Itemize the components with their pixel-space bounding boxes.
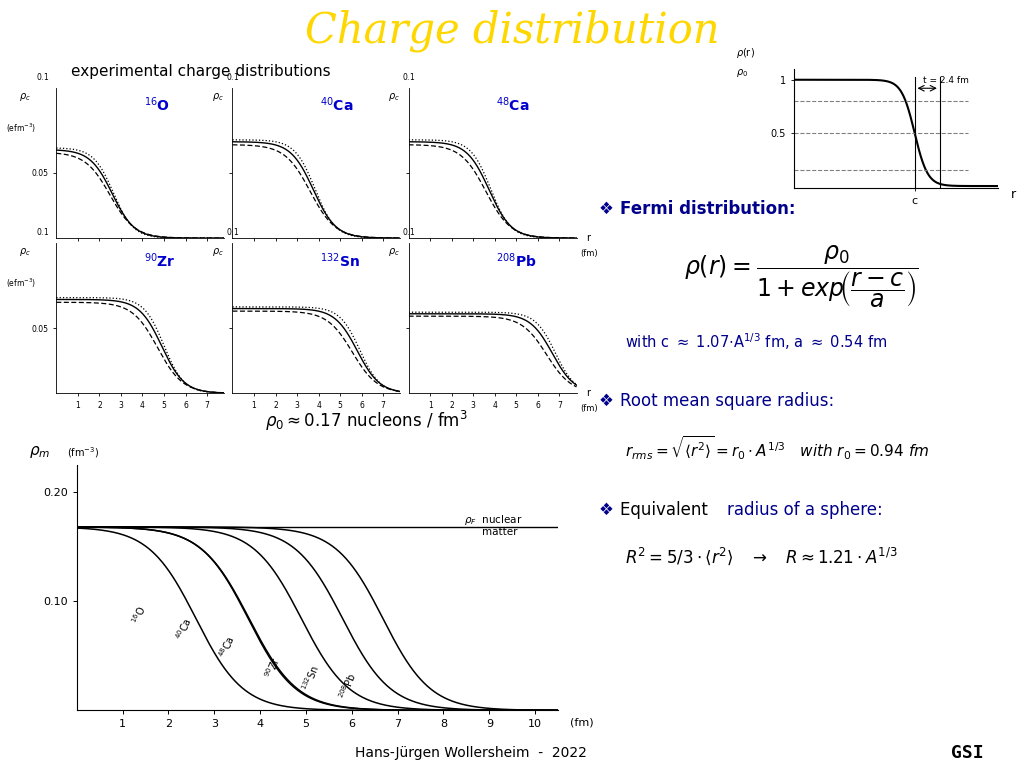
Text: r: r <box>587 233 591 243</box>
Text: $\rho_m$: $\rho_m$ <box>29 444 50 460</box>
Text: $0.1$: $0.1$ <box>401 71 415 82</box>
Text: (fm): (fm) <box>580 249 597 258</box>
Text: (efm$^{-3}$): (efm$^{-3}$) <box>6 121 36 134</box>
Text: $^{16}$O: $^{16}$O <box>129 604 150 626</box>
Text: $\rho_c$: $\rho_c$ <box>212 247 224 259</box>
Text: Root mean square radius:: Root mean square radius: <box>620 392 834 409</box>
Text: Fermi distribution:: Fermi distribution: <box>620 200 795 217</box>
Text: (fm): (fm) <box>570 717 594 727</box>
Text: $0.1$: $0.1$ <box>401 227 415 237</box>
Text: matter: matter <box>482 527 518 537</box>
Text: $\rho_c$: $\rho_c$ <box>388 247 400 259</box>
Text: Hans-Jürgen Wollersheim  -  2022: Hans-Jürgen Wollersheim - 2022 <box>355 746 587 760</box>
Text: $0.1$: $0.1$ <box>36 71 49 82</box>
Text: $^{90}$Zr: $^{90}$Zr <box>262 654 284 680</box>
Text: Equivalent: Equivalent <box>620 501 713 518</box>
Text: $\rho_c$: $\rho_c$ <box>19 247 31 259</box>
Text: Charge distribution: Charge distribution <box>305 9 719 52</box>
Text: $^{40}$Ca: $^{40}$Ca <box>319 96 353 114</box>
Text: $\rho_c$: $\rho_c$ <box>212 91 224 104</box>
Text: $^{132}$Sn: $^{132}$Sn <box>299 663 322 693</box>
Text: ❖: ❖ <box>599 200 614 217</box>
Text: (fm): (fm) <box>580 404 597 413</box>
Text: $^{48}$Ca: $^{48}$Ca <box>217 634 238 660</box>
Text: $\rho_0$: $\rho_0$ <box>736 67 749 78</box>
Text: t = 2.4 fm: t = 2.4 fm <box>923 76 969 85</box>
Text: $^{16}$O: $^{16}$O <box>143 96 170 114</box>
Text: $0.1$: $0.1$ <box>225 227 239 237</box>
Text: $0.1$: $0.1$ <box>225 71 239 82</box>
Text: r: r <box>587 388 591 399</box>
Text: experimental charge distributions: experimental charge distributions <box>71 64 331 79</box>
Text: $^{48}$Ca: $^{48}$Ca <box>496 96 529 114</box>
Text: $^{208}$Pb: $^{208}$Pb <box>336 670 358 700</box>
Text: r: r <box>1011 187 1016 200</box>
Text: $\rho$(r): $\rho$(r) <box>736 45 755 60</box>
Text: $\rho_c$: $\rho_c$ <box>388 91 400 104</box>
Text: $\rho_0 \approx 0.17\ \mathrm{nucleons\ /\ fm^3}$: $\rho_0 \approx 0.17\ \mathrm{nucleons\ … <box>264 409 468 432</box>
Text: $^{40}$Ca: $^{40}$Ca <box>173 615 195 641</box>
Text: $^{90}$Zr: $^{90}$Zr <box>143 251 175 270</box>
Text: $\rho_c$: $\rho_c$ <box>19 91 31 104</box>
Text: (fm$^{-3}$): (fm$^{-3}$) <box>68 445 99 460</box>
Text: (efm$^{-3}$): (efm$^{-3}$) <box>6 276 36 290</box>
Text: GSI: GSI <box>951 744 984 763</box>
Text: radius of a sphere:: radius of a sphere: <box>727 501 883 518</box>
Text: ❖: ❖ <box>599 501 614 518</box>
Text: $^{208}$Pb: $^{208}$Pb <box>496 251 537 270</box>
Text: $0.1$: $0.1$ <box>36 227 49 237</box>
Text: ❖: ❖ <box>599 392 614 409</box>
Text: $\rho_F$  nuclear: $\rho_F$ nuclear <box>464 513 522 527</box>
Text: with c $\approx$ 1.07$\cdot$A$^{1/3}$ fm, a $\approx$ 0.54 fm: with c $\approx$ 1.07$\cdot$A$^{1/3}$ fm… <box>625 332 887 353</box>
Text: $^{132}$Sn: $^{132}$Sn <box>319 251 359 270</box>
Text: $R^2 = 5/3 \cdot \langle r^2 \rangle$   $\rightarrow$   $R \approx 1.21 \cdot A^: $R^2 = 5/3 \cdot \langle r^2 \rangle$ $\… <box>625 545 897 567</box>
Text: $\rho(r) = \dfrac{\rho_0}{1 + exp\!\left(\dfrac{r-c}{a}\right)}$: $\rho(r) = \dfrac{\rho_0}{1 + exp\!\left… <box>684 243 919 310</box>
Text: $r_{rms} = \sqrt{\langle r^2 \rangle} = r_0 \cdot A^{1/3}$   $\mathit{with}\ r_0: $r_{rms} = \sqrt{\langle r^2 \rangle} = … <box>625 434 929 462</box>
